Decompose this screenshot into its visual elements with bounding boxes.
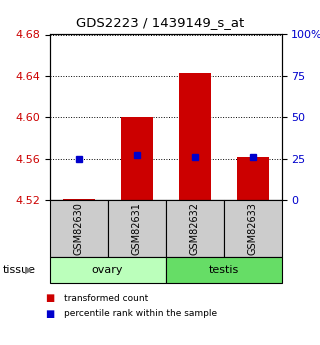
Text: percentile rank within the sample: percentile rank within the sample bbox=[64, 309, 217, 318]
Text: GSM82630: GSM82630 bbox=[74, 202, 84, 255]
Text: ■: ■ bbox=[45, 294, 54, 303]
Bar bbox=[63, 199, 94, 200]
Text: transformed count: transformed count bbox=[64, 294, 148, 303]
Bar bbox=[121, 117, 153, 200]
Text: ▶: ▶ bbox=[25, 265, 33, 275]
Text: ovary: ovary bbox=[92, 265, 123, 275]
Text: GDS2223 / 1439149_s_at: GDS2223 / 1439149_s_at bbox=[76, 16, 244, 29]
Text: GSM82632: GSM82632 bbox=[189, 202, 200, 255]
Text: ■: ■ bbox=[45, 309, 54, 319]
Text: GSM82631: GSM82631 bbox=[132, 202, 141, 255]
Bar bbox=[179, 73, 211, 200]
Text: testis: testis bbox=[208, 265, 239, 275]
Text: tissue: tissue bbox=[3, 265, 36, 275]
Bar bbox=[237, 157, 268, 200]
Text: GSM82633: GSM82633 bbox=[248, 202, 258, 255]
